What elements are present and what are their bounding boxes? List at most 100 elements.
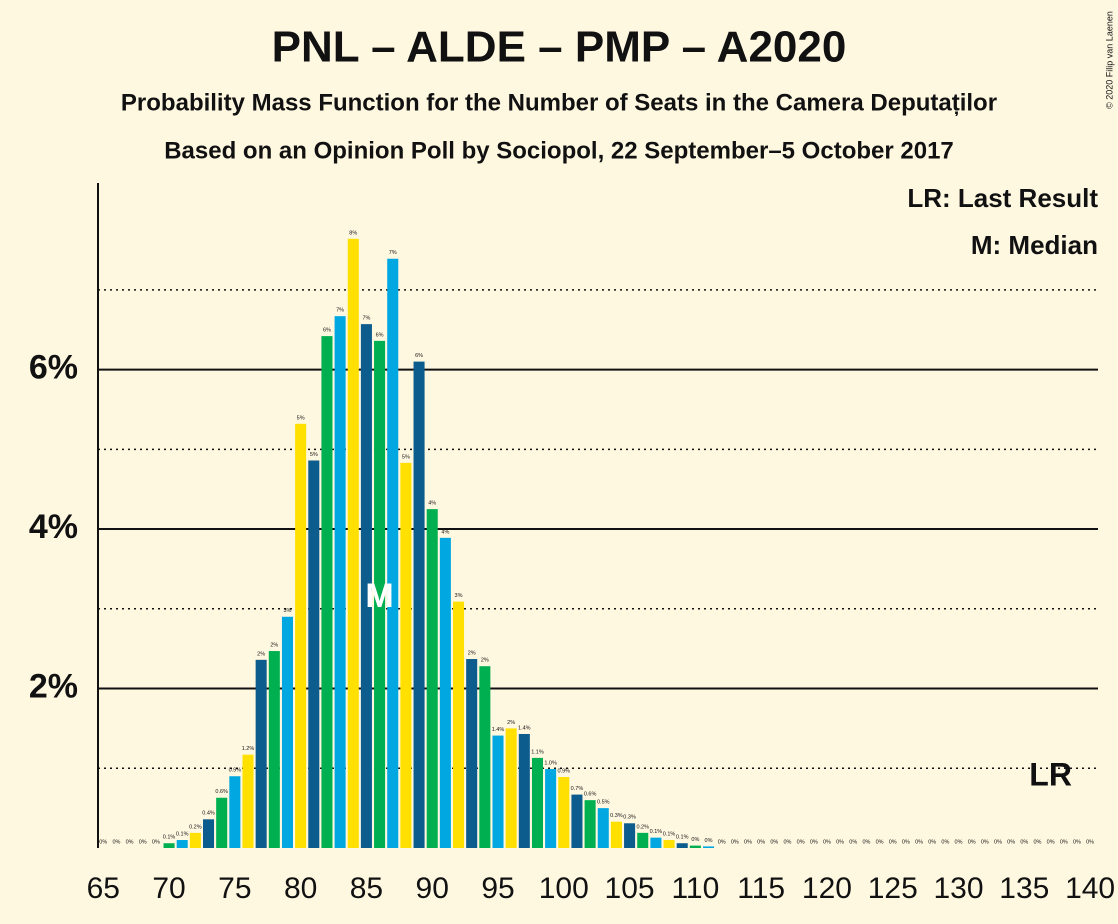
bar: [676, 843, 688, 848]
value-label: 2%: [257, 651, 265, 657]
value-label: 0%: [862, 839, 870, 845]
value-label: 0%: [112, 839, 120, 845]
value-label: 8%: [349, 230, 357, 236]
value-label: 0.1%: [650, 829, 663, 835]
legend-text: M: Median: [971, 230, 1098, 260]
y-tick-label: 2%: [29, 668, 78, 706]
value-label: 0%: [152, 839, 160, 845]
value-label: 6%: [415, 353, 423, 359]
value-label: 0%: [902, 839, 910, 845]
bar: [584, 800, 596, 848]
x-tick-label: 120: [802, 872, 852, 905]
value-label: 2%: [507, 720, 515, 726]
bar: [650, 837, 662, 848]
value-label: 0%: [797, 839, 805, 845]
bar: [387, 258, 399, 848]
bar: [255, 659, 267, 848]
value-label: 0%: [718, 839, 726, 845]
legend-text: LR: Last Result: [907, 183, 1098, 213]
value-label: 0.2%: [636, 824, 649, 830]
x-tick-label: 110: [671, 872, 719, 905]
value-label: 0%: [783, 839, 791, 845]
value-label: 0%: [1047, 839, 1055, 845]
y-tick-label: 6%: [29, 349, 78, 387]
value-label: 0%: [691, 837, 699, 843]
chart-title: PNL – ALDE – PMP – A2020: [272, 23, 847, 72]
value-label: 0.1%: [676, 835, 689, 841]
y-tick-label: 4%: [29, 508, 78, 546]
bar: [663, 840, 675, 848]
value-label: 3%: [455, 593, 463, 599]
bar: [229, 776, 241, 848]
bar: [360, 324, 372, 849]
bar: [571, 794, 583, 848]
value-label: 5%: [402, 454, 410, 460]
bar: [597, 808, 609, 848]
x-tick-label: 105: [605, 872, 655, 905]
x-tick-label: 100: [539, 872, 589, 905]
value-label: 0%: [705, 838, 713, 844]
value-label: 0%: [1073, 839, 1081, 845]
bar: [689, 845, 701, 848]
bar: [374, 340, 386, 848]
value-label: 0%: [757, 839, 765, 845]
bar: [308, 460, 320, 848]
value-label: 0.6%: [584, 792, 597, 798]
value-label: 0.3%: [610, 813, 623, 819]
bar: [505, 728, 517, 848]
x-tick-label: 140: [1065, 872, 1115, 905]
bar: [203, 819, 215, 848]
x-tick-label: 95: [481, 872, 514, 905]
bar: [268, 651, 280, 848]
value-label: 0%: [849, 839, 857, 845]
bar: [453, 601, 465, 848]
bar: [321, 336, 333, 848]
value-label: 0%: [1020, 839, 1028, 845]
value-label: 7%: [336, 308, 344, 314]
bar: [492, 735, 504, 848]
bar: [531, 757, 543, 848]
x-tick-label: 90: [416, 872, 449, 905]
bar: [347, 238, 359, 848]
value-label: 0%: [994, 839, 1002, 845]
median-marker: M: [365, 577, 393, 615]
x-tick-label: 125: [868, 872, 918, 905]
x-tick-label: 115: [737, 872, 785, 905]
value-label: 0%: [1033, 839, 1041, 845]
value-label: 0%: [744, 839, 752, 845]
bar: [216, 797, 228, 848]
x-tick-label: 85: [350, 872, 383, 905]
bar: [545, 769, 557, 848]
bar: [610, 821, 622, 848]
value-label: 0%: [836, 839, 844, 845]
value-label: 3%: [283, 608, 291, 614]
value-label: 0%: [1007, 839, 1015, 845]
value-label: 6%: [376, 332, 384, 338]
value-label: 1.1%: [531, 749, 544, 755]
value-label: 0.4%: [202, 811, 215, 817]
last-result-marker: LR: [1029, 756, 1072, 792]
x-tick-label: 130: [933, 872, 983, 905]
value-label: 1.4%: [518, 725, 531, 731]
x-tick-label: 80: [284, 872, 317, 905]
value-label: 5%: [297, 415, 305, 421]
value-label: 0%: [928, 839, 936, 845]
value-label: 0%: [139, 839, 147, 845]
value-label: 0%: [968, 839, 976, 845]
value-label: 0%: [876, 839, 884, 845]
value-label: 0%: [889, 839, 897, 845]
bar: [703, 846, 715, 848]
bar: [400, 462, 412, 848]
value-label: 0%: [1086, 839, 1094, 845]
value-label: 0.5%: [597, 800, 610, 806]
value-label: 0%: [126, 839, 134, 845]
value-label: 7%: [362, 316, 370, 322]
value-label: 0%: [955, 839, 963, 845]
bar: [281, 616, 293, 848]
bar: [426, 509, 438, 848]
bar: [295, 423, 307, 848]
bar: [624, 823, 636, 848]
chart-subtitle: Based on an Opinion Poll by Sociopol, 22…: [164, 137, 954, 164]
